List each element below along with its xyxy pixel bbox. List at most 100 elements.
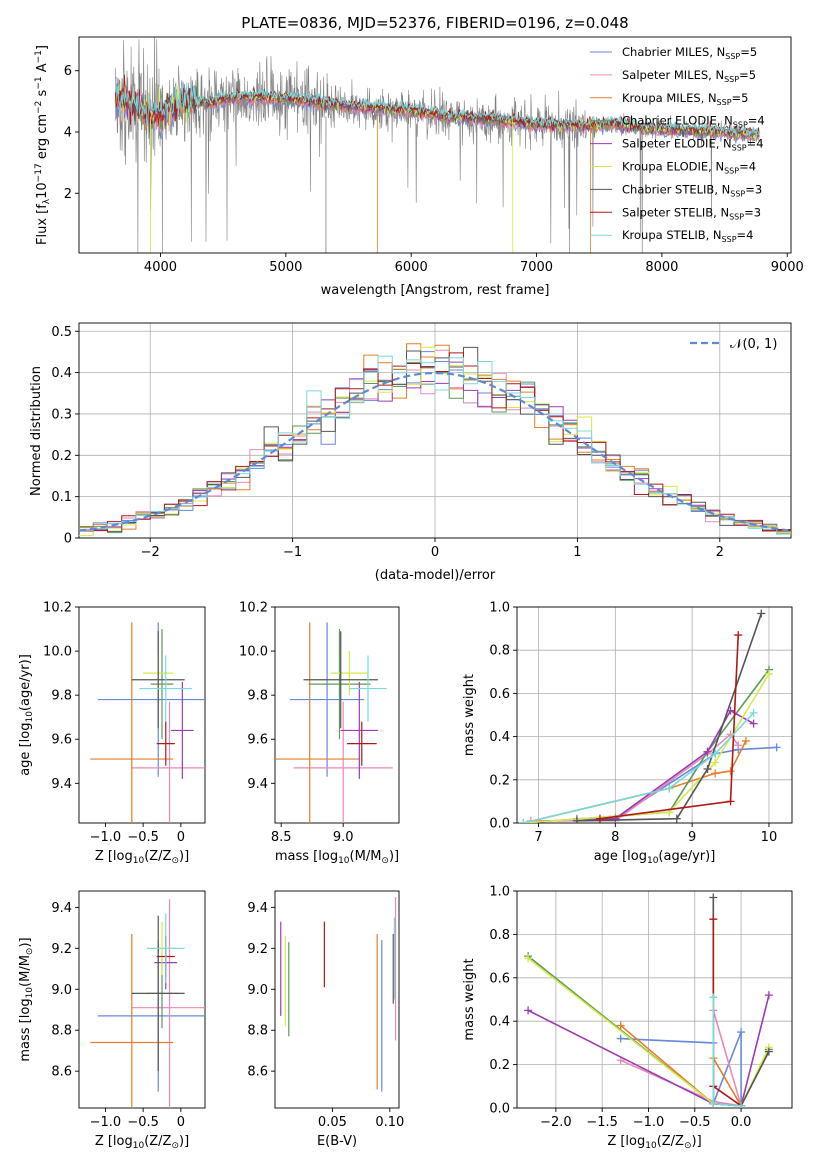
weight-marker <box>595 814 604 823</box>
age-weight-ytick-label: 0.6 <box>489 687 510 702</box>
spectrum-axes: 4000 5000 6000 7000 8000 9000 2 4 6 <box>64 36 804 275</box>
residuals-xtick-label: 1 <box>573 545 581 560</box>
weight-marker <box>616 1034 625 1043</box>
spectrum-model-line <box>115 78 760 137</box>
ebv-mass-xlabel: E(B-V) <box>317 1134 357 1149</box>
residuals-xtick-label: −1 <box>283 545 302 560</box>
age-weight-ytick-label: 0.8 <box>489 644 510 659</box>
z-mass-ytick-label: 9.4 <box>51 901 72 916</box>
z-age-frame <box>78 606 206 824</box>
residuals-xtick-label: 2 <box>716 545 724 560</box>
weight-marker <box>519 819 528 823</box>
z-age-ytick-label: 9.6 <box>51 733 72 748</box>
weight-marker <box>726 767 735 776</box>
weight-marker <box>764 669 773 678</box>
spectrum-legend: Chabrier MILES, NSSP=5 Salpeter MILES, NS… <box>590 45 765 244</box>
weight-marker <box>672 814 681 823</box>
age-weight-panel: 7 8 9 10 0.0 0.2 0.4 0.6 0.8 1.0 age [log10(age/yr… <box>462 601 793 866</box>
legend-entry: Chabrier MILES, NSSP=5 <box>622 45 757 61</box>
age-weight-xtick-label: 9 <box>688 830 696 845</box>
weight-marker <box>764 991 773 1000</box>
spectrum-ytick-label: 2 <box>64 187 72 202</box>
spectrum-ytick-label: 6 <box>64 64 72 79</box>
z-mass-xtick-label: 0 <box>177 1115 185 1130</box>
legend-entry: Kroupa ELODIE, NSSP=4 <box>622 160 756 176</box>
spectrum-frame <box>78 36 792 254</box>
age-weight-axes: 7 8 9 10 0.0 0.2 0.4 0.6 0.8 1.0 <box>489 601 793 845</box>
age-weight-ytick-label: 0.4 <box>489 730 510 745</box>
ebv-mass-axes: 0.05 0.10 8.6 8.8 9.0 9.2 9.4 <box>247 890 404 1130</box>
ebv-mass-xtick-label: 0.10 <box>375 1115 404 1130</box>
z-weight-ytick-label: 0.2 <box>489 1058 510 1073</box>
residuals-xtick-label: 0 <box>431 545 439 560</box>
weight-marker <box>703 747 712 756</box>
z-weight-panel: −2.0 −1.5 −1.0 −0.5 0.0 0.0 0.2 0.4 0.6 0.8 1.0 Z [… <box>462 885 793 1151</box>
weight-marker <box>734 631 743 640</box>
weight-marker <box>711 769 720 778</box>
mass-age-xlabel: mass [log10(M/M⊙)] <box>275 849 399 866</box>
mass-age-frame <box>274 606 400 824</box>
residuals-xtick-label: −2 <box>141 545 160 560</box>
z-age-ylabel: age [log10(age/yr)] <box>18 654 35 776</box>
spectrum-panel: PLATE=0836, MJD=52376, FIBERID=0196, z=0… <box>34 14 804 298</box>
weight-line <box>523 673 770 823</box>
mass-age-xtick-label: 8.5 <box>271 830 292 845</box>
z-mass-frame <box>78 890 206 1109</box>
residuals-frame <box>78 322 792 539</box>
residuals-ytick-label: 0.4 <box>51 366 72 381</box>
legend-entry: Salpeter STELIB, NSSP=3 <box>622 205 761 221</box>
weight-marker <box>757 609 766 618</box>
weight-marker <box>709 1099 718 1108</box>
z-mass-axes: −1.0 −0.5 0 8.6 8.8 9.0 9.2 9.4 <box>51 890 206 1130</box>
z-age-xtick-label: 0 <box>177 830 185 845</box>
z-mass-ytick-label: 9.0 <box>51 983 72 998</box>
mass-age-ytick-label: 9.4 <box>247 777 268 792</box>
mass-age-ytick-label: 10.0 <box>239 645 268 660</box>
z-weight-frame <box>516 890 793 1109</box>
z-mass-ytick-label: 9.2 <box>51 942 72 957</box>
weight-marker <box>726 797 735 806</box>
z-weight-ytick-label: 0.8 <box>489 928 510 943</box>
residual-histogram <box>79 355 791 535</box>
age-weight-ytick-label: 0.0 <box>489 817 510 832</box>
age-weight-ylabel: mass weight <box>462 674 477 756</box>
z-mass-xtick-label: −1.0 <box>90 1115 122 1130</box>
ebv-mass-ytick-label: 9.0 <box>247 983 268 998</box>
z-age-panel: −1.0 −0.5 0 9.4 9.6 9.8 10.0 10.2 Z [log10(Z/Z⊙)… <box>18 601 206 866</box>
weight-marker <box>709 915 718 924</box>
weight-marker <box>524 954 533 963</box>
z-weight-xtick-label: −0.5 <box>679 1115 711 1130</box>
residuals-ylabel: Normed distribution <box>29 366 44 496</box>
z-weight-xlabel: Z [log10(Z/Z⊙)] <box>607 1134 701 1151</box>
weight-marker <box>764 1047 773 1056</box>
z-weight-xtick-label: −1.5 <box>586 1115 618 1130</box>
z-mass-ylabel: mass [log10(M/M⊙)] <box>18 937 35 1061</box>
spectrum-xtick-label: 8000 <box>645 260 678 275</box>
weight-marker <box>524 1006 533 1015</box>
weight-marker <box>772 743 781 752</box>
ebv-mass-xtick-label: 0.05 <box>318 1115 347 1130</box>
mass-age-panel: 8.5 9.0 9.4 9.6 9.8 10.0 10.2 mass [log10(M/M⊙)… <box>239 601 400 866</box>
z-age-ytick-label: 9.4 <box>51 777 72 792</box>
residuals-ytick-label: 0.1 <box>51 490 72 505</box>
mass-age-ytick-label: 10.2 <box>239 601 268 616</box>
residuals-xlabel: (data-model)/error <box>375 568 496 583</box>
z-age-ytick-label: 10.2 <box>43 601 72 616</box>
legend-entry: Salpeter ELODIE, NSSP=4 <box>622 137 764 153</box>
mass-age-ytick-label: 9.8 <box>247 689 268 704</box>
mass-age-ytick-label: 9.6 <box>247 733 268 748</box>
z-age-ytick-label: 9.8 <box>51 689 72 704</box>
z-mass-xtick-label: −0.5 <box>127 1115 159 1130</box>
z-weight-ytick-label: 1.0 <box>489 885 510 900</box>
spectrum-xtick-label: 4000 <box>144 260 177 275</box>
weight-marker <box>749 719 758 728</box>
age-weight-xlabel: age [log10(age/yr)] <box>594 849 716 866</box>
z-mass-panel: −1.0 −0.5 0 8.6 8.8 9.0 9.2 9.4 Z [log10(Z/Z⊙)] m… <box>18 890 206 1151</box>
weight-marker <box>737 1101 746 1108</box>
residuals-ytick-label: 0.2 <box>51 449 72 464</box>
z-age-axes: −1.0 −0.5 0 9.4 9.6 9.8 10.0 10.2 <box>43 601 206 845</box>
age-weight-xtick-label: 8 <box>611 830 619 845</box>
legend-entry: Chabrier ELODIE, NSSP=4 <box>622 114 765 130</box>
z-mass-xlabel: Z [log10(Z/Z⊙)] <box>95 1134 189 1151</box>
weight-marker <box>572 816 581 823</box>
